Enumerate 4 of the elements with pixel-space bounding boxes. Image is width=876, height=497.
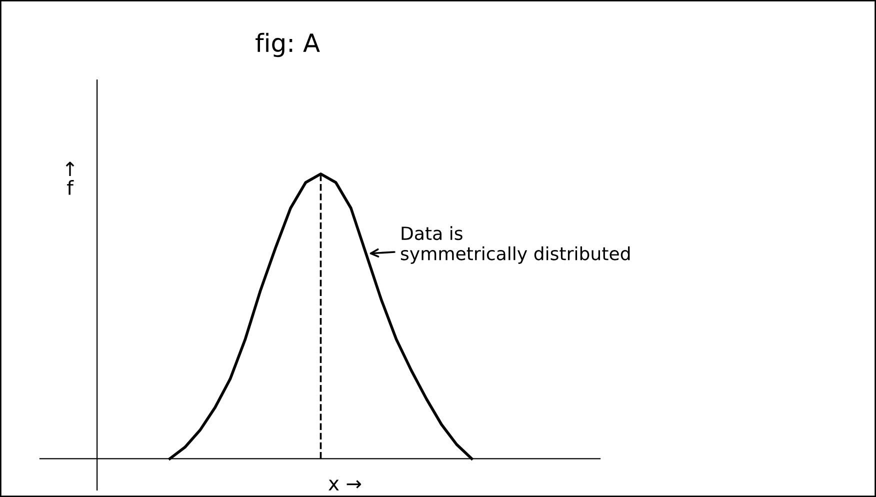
chart-title: fig: A xyxy=(256,32,320,58)
x-axis-title: x → xyxy=(328,480,362,490)
y-axis-title: ↑ f xyxy=(66,162,74,195)
annotation: Data is symmetrically distributed xyxy=(400,226,630,264)
